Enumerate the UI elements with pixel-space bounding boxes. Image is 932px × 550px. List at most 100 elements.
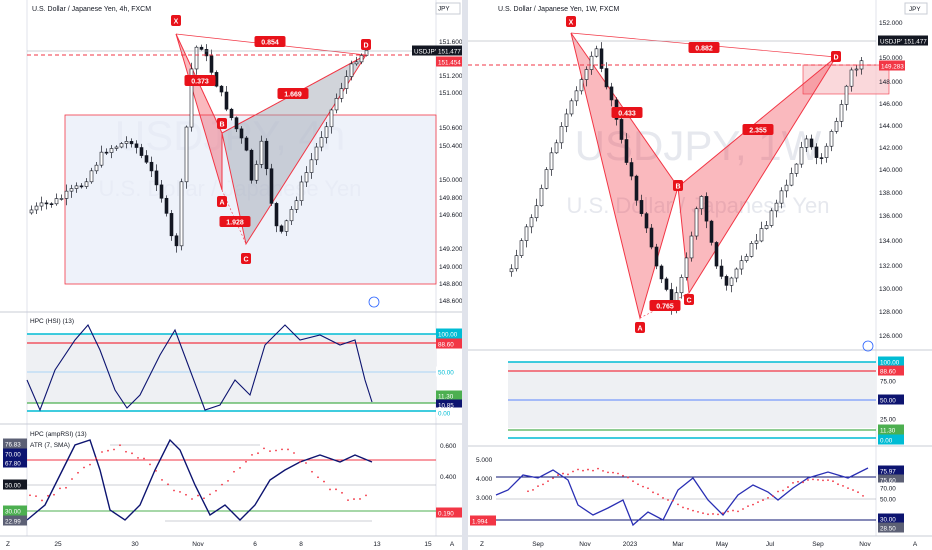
left-atr-dot xyxy=(263,447,265,450)
right-price-tick: 150.000 xyxy=(879,55,903,62)
right-ratio-bc: 0.765 xyxy=(656,304,674,311)
left-candle-body xyxy=(324,126,329,138)
right-time-label: Z xyxy=(480,541,484,548)
right-atr-dot xyxy=(562,472,564,475)
right-atr-dot xyxy=(627,476,629,479)
left-price-tick: 150.000 xyxy=(439,177,462,184)
right-candle-body xyxy=(554,142,559,154)
right-atr-dot xyxy=(657,493,659,496)
right-hsi-tick-top-bg xyxy=(878,356,904,367)
right-atr-dot xyxy=(847,487,849,490)
left-atr-right-tick: 0.190 xyxy=(438,511,454,518)
right-rsi-line xyxy=(495,467,869,527)
right-currency-badge: JPY xyxy=(909,6,921,13)
right-ratio-xd-bg xyxy=(688,42,720,53)
left-atr-dot xyxy=(197,494,199,497)
right-candle-body xyxy=(819,157,824,159)
right-price-tick: 134.000 xyxy=(879,238,903,245)
left-rsi-left-tick-bg xyxy=(3,505,27,516)
left-atr-dot xyxy=(269,450,271,452)
right-atr-dot xyxy=(567,473,569,476)
right-rsi-right-tick-bg xyxy=(878,465,904,476)
right-rsi-left-tick: 1.994 xyxy=(472,519,488,526)
left-price-tick: 149.600 xyxy=(439,212,462,219)
right-hsi-tick-top: 100.00 xyxy=(880,360,900,367)
right-atr-dot xyxy=(727,510,729,513)
left-atr-dot xyxy=(359,498,361,500)
right-price-tick: 132.000 xyxy=(879,263,903,270)
left-time-label: 15 xyxy=(424,541,432,548)
right-hsi-tick-upper-bg xyxy=(878,365,904,376)
left-ratio-cd-bg xyxy=(277,88,309,99)
right-candle-body xyxy=(764,225,769,229)
left-hsi-tick-upper: 88.60 xyxy=(438,342,454,349)
left-candle-body xyxy=(174,235,179,247)
left-price-tick: 150.600 xyxy=(439,125,462,132)
left-candle-body xyxy=(269,168,274,204)
right-atr-dot xyxy=(552,477,554,480)
right-candle-body xyxy=(519,240,524,256)
right-candle-body xyxy=(644,213,649,229)
left-atr-dot xyxy=(221,483,223,486)
right-atr-dot xyxy=(537,485,539,488)
left-candle-body xyxy=(334,98,339,111)
left-hsi-band xyxy=(27,334,436,403)
right-label-b-bg xyxy=(673,180,683,191)
left-ratio-bc: 1.928 xyxy=(226,220,244,227)
right-atr-dot xyxy=(607,471,609,474)
left-atr-dot xyxy=(101,451,103,453)
right-candle-body xyxy=(749,243,754,257)
left-hsi-tick-bottom-bg xyxy=(436,407,462,418)
right-candle-body xyxy=(774,202,779,212)
right-candle-body xyxy=(509,268,514,273)
right-ratio-cd: 2.355 xyxy=(749,128,767,135)
left-chart-svg[interactable]: USDJPY, 4hU.S. Dollar / Japanese YenXABC… xyxy=(0,0,462,550)
left-candle-body xyxy=(119,143,124,148)
left-atr-dot xyxy=(251,454,253,456)
left-rsi-left-tick-bg xyxy=(3,438,27,449)
panel-divider[interactable] xyxy=(462,0,468,550)
right-candle-body xyxy=(529,217,534,228)
left-label-a-bg xyxy=(217,196,227,207)
right-candle-body xyxy=(514,255,519,270)
right-chart-panel[interactable]: USDJPY, 1W U.S. Dollar / Japanese Yen X A B C… xyxy=(468,0,932,550)
right-atr-dot xyxy=(747,505,749,508)
left-price-tick: 150.400 xyxy=(439,143,462,150)
left-rsi-left-tick: 50.00 xyxy=(5,483,21,490)
right-label-a: A xyxy=(637,326,642,333)
right-candle-body xyxy=(524,226,529,241)
left-candle-body xyxy=(274,203,279,227)
right-ac-line xyxy=(639,292,690,319)
left-candle-body xyxy=(124,141,129,144)
right-time-label: May xyxy=(716,541,729,548)
left-atr-dot xyxy=(293,452,295,454)
left-candle-body xyxy=(84,181,89,187)
right-rsi-right-tick: 70.00 xyxy=(880,486,896,493)
right-rsi-left-tick: 4.000 xyxy=(476,476,493,483)
right-candle-body xyxy=(619,119,624,140)
right-currency-border xyxy=(904,2,928,15)
left-candle-body xyxy=(179,181,184,247)
left-atr-dot xyxy=(137,457,139,459)
right-atr-dot xyxy=(597,467,599,470)
right-candle-body xyxy=(829,131,834,147)
left-label-x-bg xyxy=(171,15,181,26)
left-label-x: X xyxy=(174,19,179,26)
left-candle-body xyxy=(284,220,289,232)
left-ratio-ab-bg xyxy=(184,75,216,86)
right-candle-body xyxy=(579,79,584,92)
right-rsi-right-tick-bg xyxy=(878,474,904,485)
left-time-label: 13 xyxy=(373,541,381,548)
left-candle-body xyxy=(149,161,154,172)
left-atr-dot xyxy=(107,449,109,452)
right-hsi-tick-l2: 25.00 xyxy=(880,417,896,424)
left-chart-panel[interactable]: USDJPY, 4hU.S. Dollar / Japanese YenXABC… xyxy=(0,0,462,550)
right-atr-dot xyxy=(822,479,824,482)
right-candle-body xyxy=(779,190,784,204)
left-candle-body xyxy=(144,155,149,163)
right-chart-svg[interactable]: USDJPY, 1WU.S. Dollar / Japanese YenXABC… xyxy=(468,0,932,550)
right-candle-body xyxy=(804,138,809,148)
right-hsi-band xyxy=(508,362,876,428)
right-candle-body xyxy=(739,260,744,270)
right-candle-body xyxy=(624,139,629,163)
